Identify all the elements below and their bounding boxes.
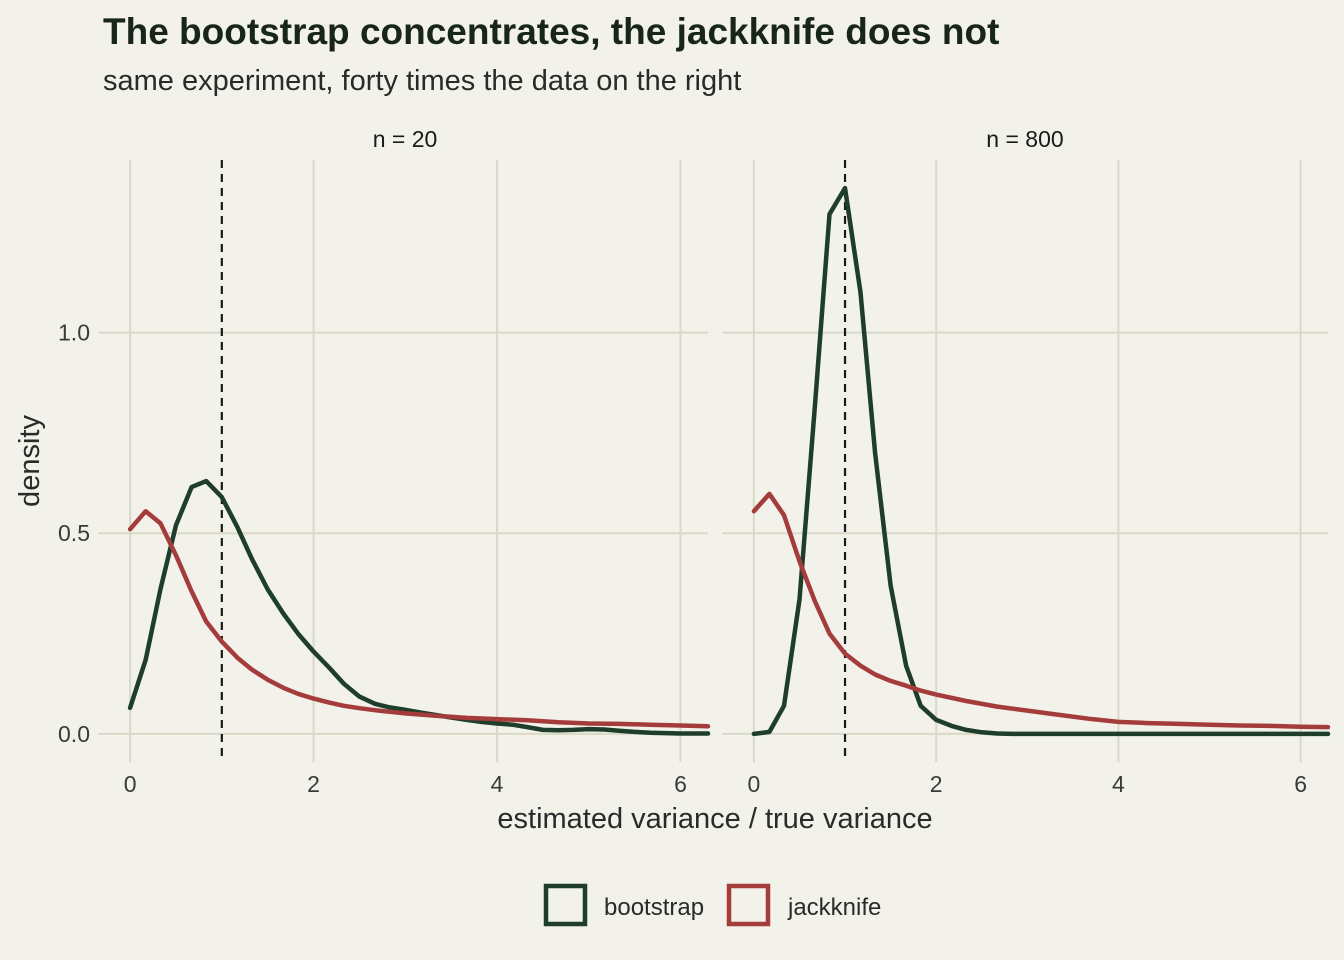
x-tick-labels: 0 2 4 6 (747, 771, 1307, 797)
x-tick-label: 6 (674, 771, 687, 797)
x-tick-label: 2 (307, 771, 320, 797)
x-tick-label: 6 (1294, 771, 1307, 797)
panel-label: n = 800 (986, 126, 1063, 152)
chart-title: The bootstrap concentrates, the jackknif… (103, 11, 999, 52)
panel-label: n = 20 (373, 126, 438, 152)
x-tick-label: 4 (1112, 771, 1125, 797)
y-axis-title: density (14, 415, 46, 507)
panel-n20: n = 20 0 2 4 6 (98, 126, 711, 797)
grid-lines (98, 160, 708, 762)
y-tick-label: 0.5 (58, 520, 90, 546)
bootstrap-line (127, 478, 711, 736)
jackknife-legend-key (726, 883, 771, 927)
x-tick-label: 0 (124, 771, 137, 797)
bootstrap-legend-key (543, 883, 588, 927)
x-tick-label: 2 (930, 771, 943, 797)
legend: bootstrap jackknife (543, 883, 881, 927)
x-tick-label: 0 (747, 771, 760, 797)
x-tick-labels: 0 2 4 6 (124, 771, 687, 797)
bootstrap-line (751, 185, 1331, 737)
y-tick-label: 1.0 (58, 320, 90, 346)
grid-lines (722, 160, 1328, 762)
jackknife-line (127, 508, 711, 729)
y-tick-label: 0.0 (58, 721, 90, 747)
jackknife-legend-label: jackknife (787, 894, 881, 921)
series-lines (127, 478, 711, 736)
jackknife-line (751, 491, 1331, 730)
chart-subtitle: same experiment, forty times the data on… (103, 65, 741, 97)
series-lines (751, 185, 1331, 737)
x-tick-label: 4 (491, 771, 504, 797)
bootstrap-legend-label: bootstrap (604, 894, 704, 921)
panel-n800: n = 800 0 2 4 6 (722, 126, 1331, 797)
y-tick-labels: 0.0 0.5 1.0 (58, 320, 90, 747)
x-axis-title: estimated variance / true variance (497, 803, 932, 835)
